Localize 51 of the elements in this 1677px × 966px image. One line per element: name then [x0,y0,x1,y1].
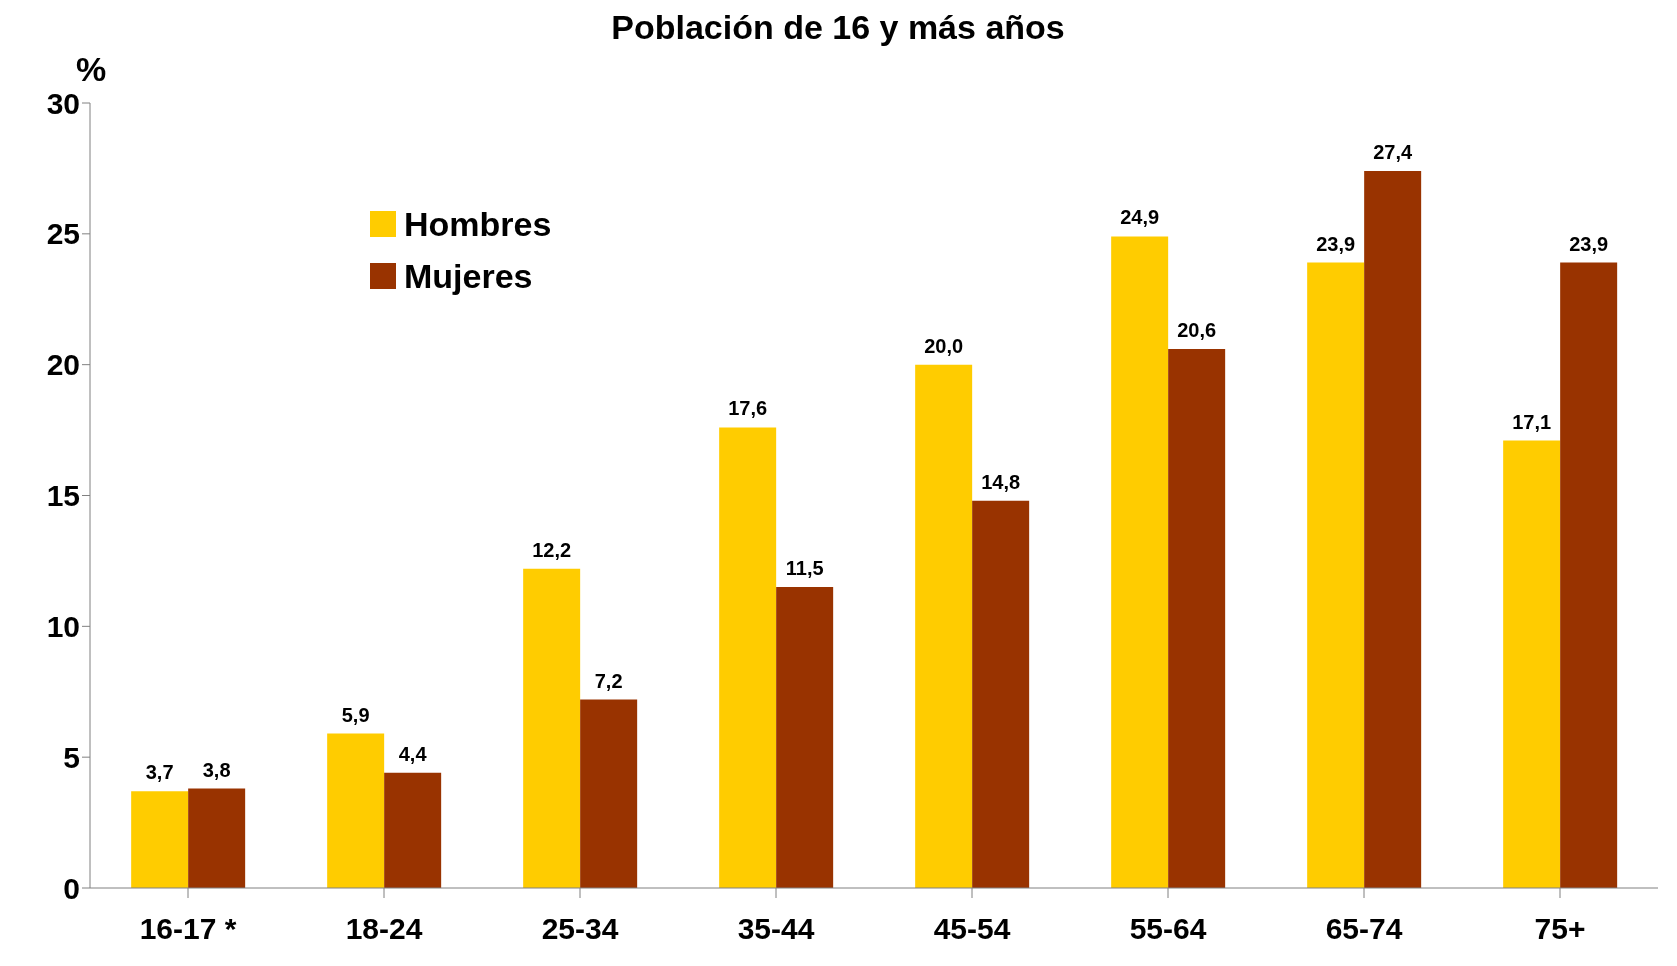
chart-title: Población de 16 y más años [610,8,1066,47]
data-label: 24,9 [1120,206,1160,229]
y-tick-label: 20 [46,348,80,382]
x-tick-label: 65-74 [1325,912,1403,946]
data-label: 3,7 [145,761,174,784]
y-tick-label: 5 [63,740,80,774]
y-tick-label: 0 [63,871,80,905]
data-label: 23,9 [1316,232,1356,255]
bar [1560,262,1618,888]
y-tick-label: 30 [46,86,80,120]
data-label: 14,8 [981,470,1021,493]
y-tick-label: 10 [46,609,80,643]
data-label: 17,1 [1512,410,1552,433]
x-tick-label: 16-17 * [139,912,237,946]
data-label: 12,2 [532,538,572,561]
data-label: 27,4 [1373,141,1413,164]
data-label: 20,0 [924,334,964,357]
bar [523,568,581,888]
x-tick-label: 35-44 [737,912,815,946]
bar [188,788,246,888]
x-tick-label: 45-54 [933,912,1011,946]
bar [719,427,777,888]
x-tick-label: 75+ [1534,912,1586,946]
bar [1364,171,1422,888]
data-label: 7,2 [594,669,623,692]
data-label: 17,6 [728,397,768,420]
bar [1111,236,1169,888]
data-label: 3,8 [202,758,231,781]
x-tick-label: 25-34 [541,912,619,946]
data-label: 5,9 [341,703,370,726]
bar [1168,348,1226,888]
bar [972,500,1030,888]
data-label: 11,5 [785,557,824,580]
bar [1307,262,1365,888]
bar [384,772,442,888]
x-tick-label: 55-64 [1129,912,1207,946]
bar [1503,440,1561,888]
bar [776,587,834,888]
y-axis-title: % [76,50,107,89]
y-tick-label: 25 [46,217,80,251]
y-tick-label: 15 [46,479,80,513]
data-label: 23,9 [1569,232,1609,255]
data-label: 20,6 [1177,318,1217,341]
bar [915,364,973,888]
legend-label: Mujeres [404,256,533,296]
bar [580,699,638,888]
data-label: 4,4 [398,742,428,765]
x-tick-label: 18-24 [345,912,423,946]
legend-label: Hombres [404,204,552,244]
bar [131,791,189,888]
bar [327,733,385,888]
